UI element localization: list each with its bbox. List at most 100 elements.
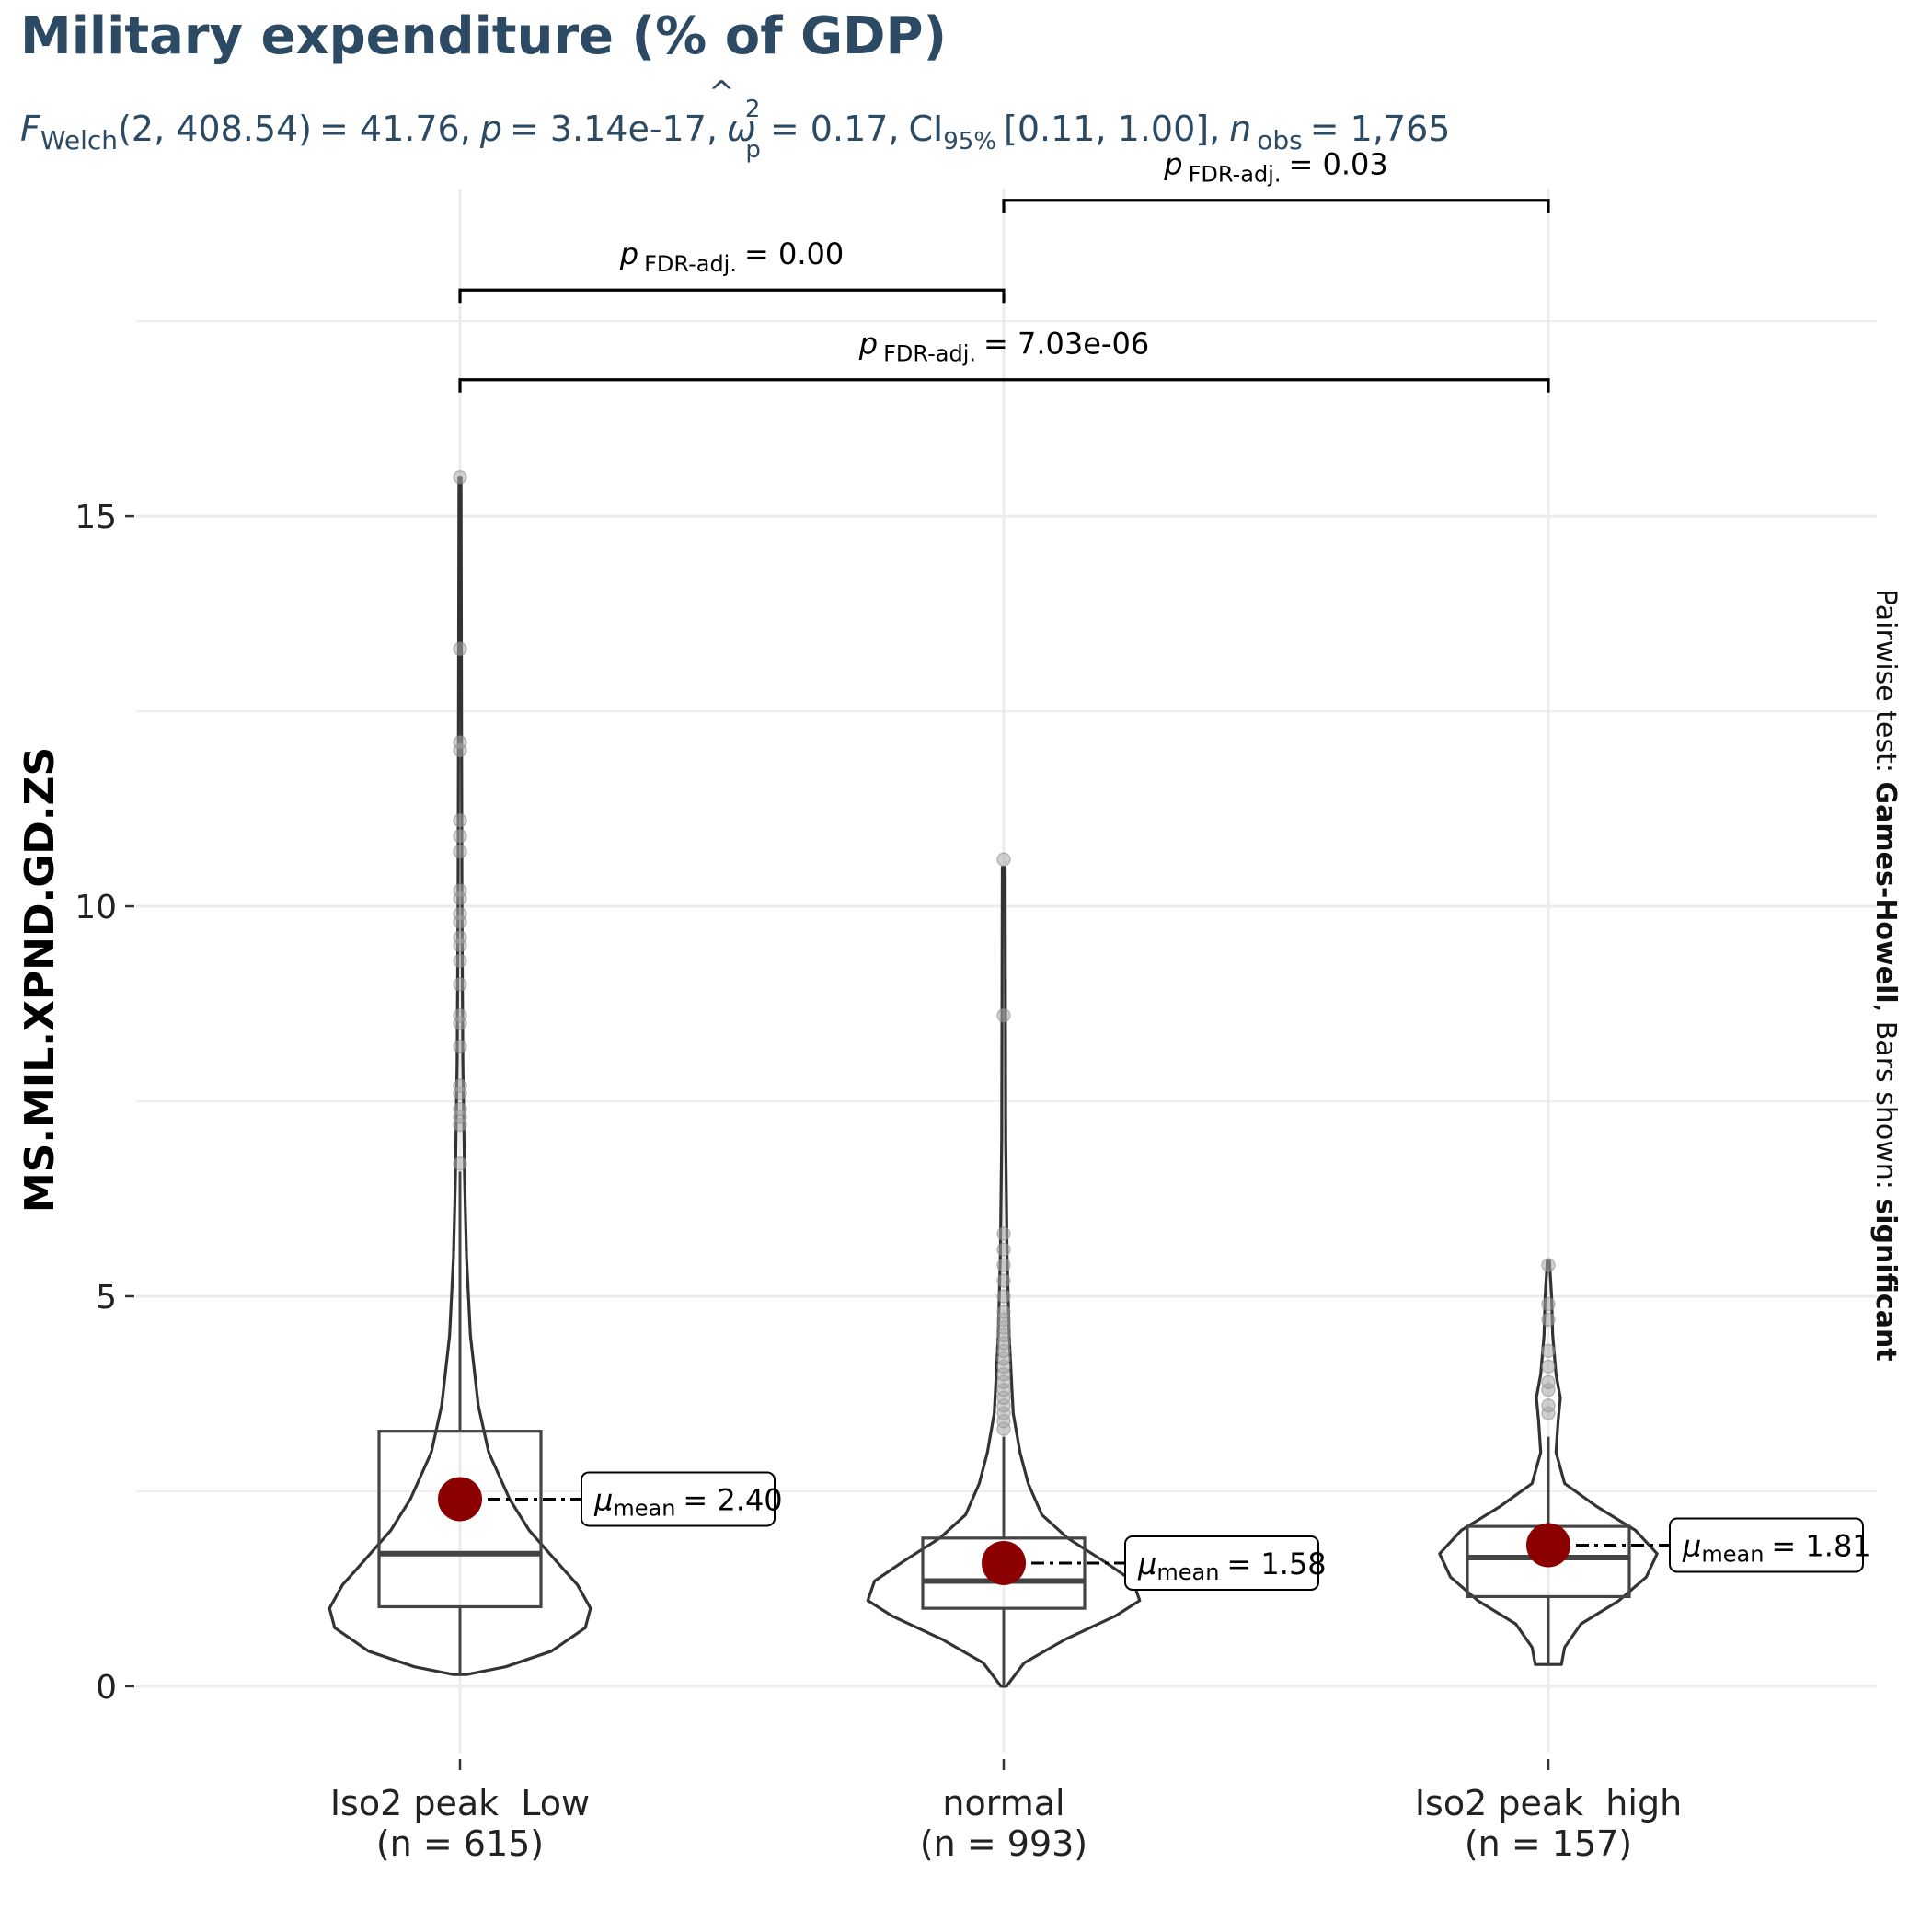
outlier-point <box>1541 1312 1556 1328</box>
x-tick-label: normal <box>942 1783 1064 1823</box>
outlier-point <box>453 735 467 750</box>
mean-point <box>1526 1523 1570 1568</box>
subtitle-ci-symbol: CI <box>909 109 944 149</box>
subtitle-f-symbol: F <box>20 109 41 149</box>
outlier-point <box>453 1039 467 1054</box>
outlier-point <box>453 977 467 992</box>
outlier-point <box>996 1226 1011 1241</box>
y-tick-label: 5 <box>96 1279 117 1317</box>
subtitle-f-args: (2, 408.54) <box>118 109 312 149</box>
subtitle-omega-symbol: ω <box>727 109 756 149</box>
subtitle-f-value: = 41.76, <box>319 109 471 149</box>
mean-label-value: = 2.40 <box>683 1482 782 1517</box>
mean-label: μmean = 1.58 <box>1137 1547 1327 1585</box>
mean-label-box <box>1124 1535 1319 1591</box>
outlier-point <box>1541 1374 1556 1390</box>
bracket-p-symbol: p <box>858 327 878 362</box>
outlier-point <box>453 469 467 485</box>
outlier-point <box>453 1078 467 1093</box>
outlier-point <box>453 1008 467 1023</box>
x-tick-label: Iso2 peak high <box>1415 1783 1682 1823</box>
mean-label-box <box>581 1471 776 1527</box>
outlier-point <box>996 1242 1011 1257</box>
caption-test: Games-Howell <box>1869 782 1902 1004</box>
bracket-p-sub: FDR-adj. <box>883 341 976 367</box>
y-tick-label: 10 <box>75 889 117 926</box>
caption-middle: , Bars shown: <box>1869 1004 1902 1199</box>
significance-bracket <box>458 378 1550 393</box>
violin-layer <box>328 476 1659 1688</box>
subtitle-ci-value: [0.11, 1.00], <box>1004 109 1220 149</box>
box-iqr <box>921 1536 1087 1610</box>
subtitle-p-symbol: p <box>479 109 502 149</box>
omega-hat: ^ <box>708 75 735 111</box>
subtitle-n-symbol: n <box>1229 109 1251 149</box>
outlier-point <box>453 1156 467 1171</box>
mean-label-sub: mean <box>613 1495 675 1521</box>
outlier-point <box>1541 1343 1556 1359</box>
mean-label-value: = 1.58 <box>1226 1547 1326 1581</box>
outlier-point <box>453 883 467 898</box>
mean-label-symbol: μ <box>1137 1547 1156 1581</box>
mean-label-sub: mean <box>1701 1541 1764 1567</box>
outlier-point <box>453 930 467 945</box>
bracket-layer: p FDR-adj. = 0.00p FDR-adj. = 0.03p FDR-adj. =… <box>458 147 1550 393</box>
chart-title: Military expenditure (% of GDP) <box>20 6 947 66</box>
outlier-point <box>453 813 467 828</box>
x-tick-n-label: (n = 993) <box>920 1823 1087 1864</box>
mean-label: μmean = 2.40 <box>593 1482 783 1521</box>
outlier-point <box>996 1289 1011 1304</box>
mean-label-symbol: μ <box>593 1482 613 1517</box>
mean-point <box>982 1540 1026 1585</box>
subtitle-p-value: = 3.14e-17, <box>510 109 718 149</box>
bracket-label: p FDR-adj. = 7.03e-06 <box>858 327 1149 367</box>
chart-title-group: Military expenditure (% of GDP) <box>20 6 947 66</box>
bracket-label: p FDR-adj. = 0.03 <box>1163 147 1387 188</box>
mean-label: μmean = 1.81 <box>1682 1528 1871 1567</box>
subtitle-f-sub: Welch <box>40 125 118 155</box>
outlier-point <box>1541 1359 1556 1374</box>
outlier-point <box>1541 1258 1556 1272</box>
bracket-p-symbol: p <box>619 236 638 271</box>
mean-label-sub: mean <box>1156 1559 1219 1585</box>
outlier-layer <box>453 469 1556 1436</box>
mean-label-symbol: μ <box>1682 1528 1701 1563</box>
y-tick-label: 15 <box>75 499 117 536</box>
outlier-point <box>1541 1296 1556 1312</box>
outlier-point <box>996 1305 1011 1319</box>
y-tick-label: 0 <box>96 1669 117 1707</box>
bracket-p-sub: FDR-adj. <box>1189 162 1282 188</box>
bracket-p-symbol: p <box>1163 147 1182 182</box>
outlier-point <box>996 852 1011 867</box>
subtitle-omega-value: = 0.17, <box>770 109 900 149</box>
outlier-point <box>453 953 467 969</box>
chart-subtitle: FWelch(2, 408.54) = 41.76, p = 3.14e-17, ω2 p… <box>20 96 1450 164</box>
axis-layer: 0 5 10 15 Iso2 peak Low(n = 615) normal(n = 9… <box>75 499 1682 1864</box>
x-tick-n-label: (n = 157) <box>1465 1823 1632 1864</box>
outlier-point <box>453 1101 467 1117</box>
outlier-point <box>996 1258 1011 1272</box>
subtitle-n-value: = 1,765 <box>1310 109 1451 149</box>
box-iqr <box>377 1430 543 1609</box>
significance-bracket <box>458 288 1006 304</box>
x-tick-label: Iso2 peak Low <box>330 1783 590 1823</box>
outlier-point <box>453 641 467 656</box>
bracket-p-value: = 0.00 <box>744 236 844 271</box>
y-axis-label: MS.MIL.XPND.GD.ZS <box>17 747 63 1213</box>
violin-shape <box>866 866 1142 1688</box>
mean-label-value: = 1.81 <box>1771 1528 1870 1563</box>
caption-prefix: Pairwise test: <box>1869 589 1902 782</box>
subtitle-omega-sub: p <box>745 136 761 164</box>
outlier-point <box>996 1273 1011 1288</box>
mean-label-box <box>1669 1517 1864 1573</box>
x-tick-n-label: (n = 615) <box>376 1823 544 1864</box>
caption-shown: significant <box>1869 1198 1902 1361</box>
significance-bracket <box>1002 199 1550 213</box>
subtitle-omega-sup: 2 <box>745 96 761 123</box>
outlier-point <box>453 906 467 922</box>
outlier-point <box>453 828 467 844</box>
bracket-p-value: = 7.03e-06 <box>983 327 1149 362</box>
bracket-label: p FDR-adj. = 0.00 <box>619 236 844 277</box>
